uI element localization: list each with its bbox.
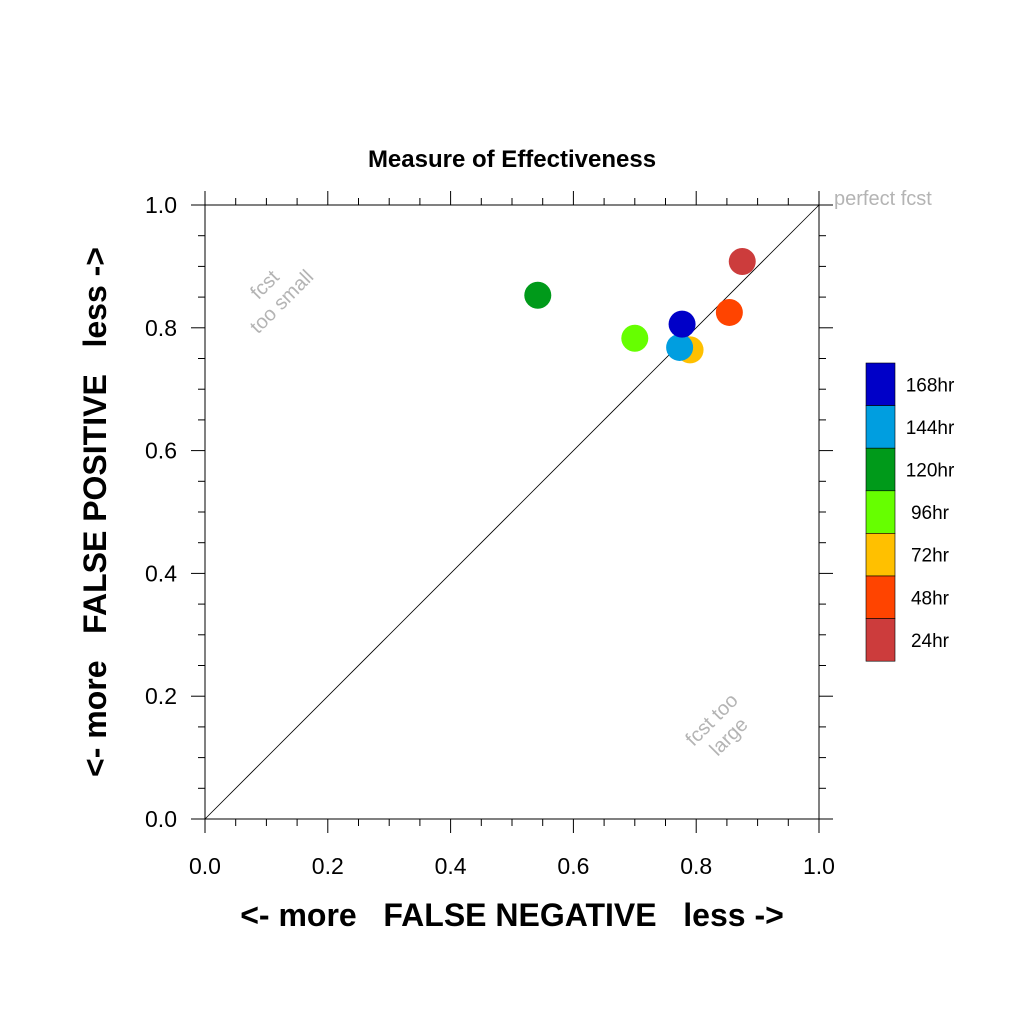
- y-axis-label: <- more FALSE POSITIVE less ->: [77, 247, 113, 777]
- y-tick-label: 0.2: [145, 683, 177, 709]
- legend-label-144hr: 144hr: [906, 418, 955, 439]
- plot-area: 0.0 0.2 0.4 0.6 0.8 1.0 0.0 0.2 0.4 0.6 0.8 1.0: [145, 191, 835, 879]
- perfect-forecast-note: perfect fcst: [834, 188, 932, 210]
- y-tick-label: 0.0: [145, 806, 177, 832]
- legend-label-168hr: 168hr: [906, 375, 955, 396]
- y-tick-label: 0.4: [145, 560, 177, 586]
- legend-label-120hr: 120hr: [906, 461, 955, 482]
- point-144hr: [666, 333, 694, 361]
- y-tick-label: 0.8: [145, 315, 177, 341]
- too-small-note: fcst too small: [246, 266, 318, 338]
- legend: 168hr 144hr 120hr 96hr 72hr 48hr 24hr: [865, 362, 955, 662]
- x-axis-label: <- more FALSE NEGATIVE less ->: [240, 897, 784, 933]
- legend-swatch-144hr: [865, 405, 896, 449]
- x-tick-label: 1.0: [803, 853, 835, 879]
- legend-label-72hr: 72hr: [911, 546, 950, 567]
- legend-swatch-168hr: [865, 362, 896, 406]
- too-large-note: fcst too large: [682, 690, 753, 761]
- legend-swatch-96hr: [865, 490, 896, 534]
- legend-label-48hr: 48hr: [911, 588, 950, 609]
- x-tick-label: 0.6: [557, 853, 589, 879]
- legend-swatch-72hr: [865, 533, 896, 577]
- point-96hr: [621, 324, 649, 352]
- x-tick-label: 0.4: [435, 853, 467, 879]
- chart-title: Measure of Effectiveness: [368, 146, 656, 173]
- y-tick-label: 0.6: [145, 438, 177, 464]
- legend-label-96hr: 96hr: [911, 503, 950, 524]
- legend-swatch-24hr: [865, 618, 896, 662]
- legend-swatch-120hr: [865, 447, 896, 492]
- point-168hr: [668, 310, 696, 338]
- x-tick-label: 0.8: [680, 853, 712, 879]
- legend-label-24hr: 24hr: [911, 631, 950, 652]
- x-tick-label: 0.2: [312, 853, 344, 879]
- x-tick-label: 0.0: [189, 853, 221, 879]
- y-tick-label: 1.0: [145, 192, 177, 218]
- point-120hr: [524, 281, 552, 309]
- diagonal-reference-line: [204, 204, 820, 820]
- point-48hr: [715, 298, 743, 326]
- point-24hr: [728, 247, 756, 275]
- legend-swatch-48hr: [865, 575, 896, 619]
